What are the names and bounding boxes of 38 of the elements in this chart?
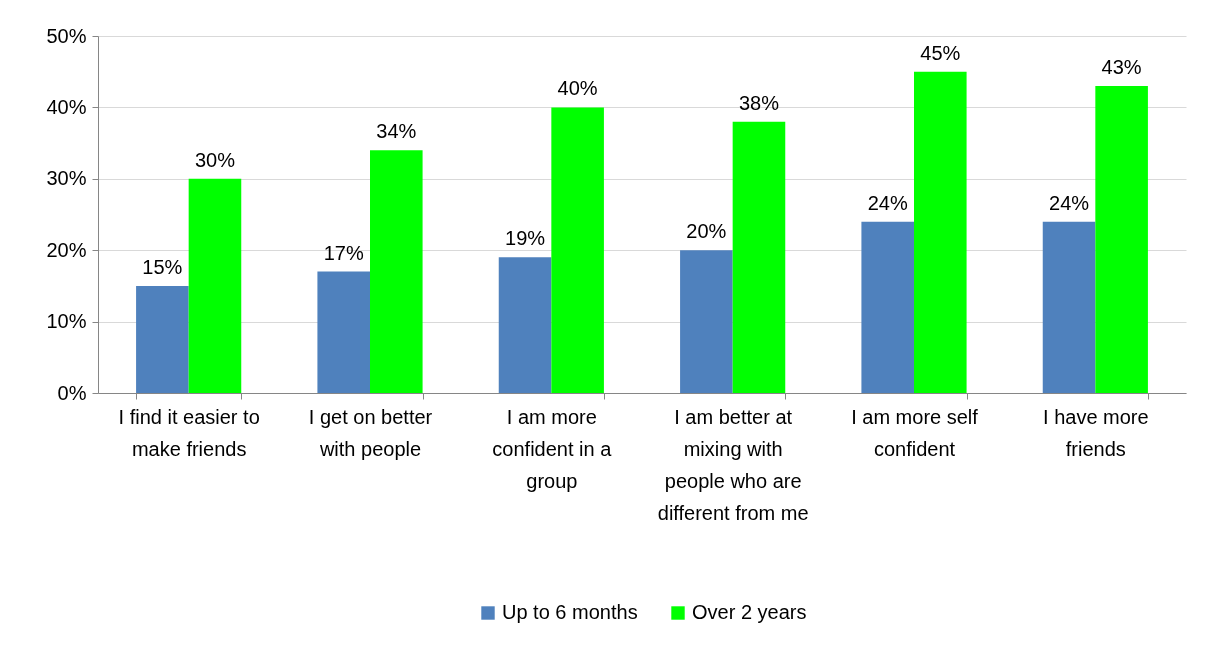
bar	[1095, 85, 1148, 393]
bar	[680, 250, 733, 393]
x-tick-label: I am better at mixing with people who are different from me	[657, 405, 809, 524]
data-label: 20%	[686, 220, 727, 243]
data-label: 15%	[142, 255, 183, 278]
data-label: 38%	[738, 91, 780, 114]
y-tick-label: 20%	[46, 238, 87, 261]
bar	[317, 271, 370, 393]
y-tick-label: 0%	[57, 381, 87, 404]
data-label: 43%	[1101, 55, 1142, 78]
x-tick-label: I am more self confident	[851, 405, 979, 460]
x-tick-label: I have more friends	[1043, 405, 1149, 460]
bar	[370, 150, 423, 393]
x-tick-label: I am more confident in a group	[492, 405, 613, 492]
bar	[1042, 221, 1096, 393]
bar	[914, 71, 967, 393]
x-tick-label: I get on better with people	[308, 405, 433, 460]
x-tick-label: I find it easier to make friends	[118, 405, 260, 460]
y-tick-label: 40%	[46, 95, 87, 118]
data-label: 17%	[323, 241, 364, 264]
data-label: 24%	[1049, 191, 1090, 214]
legend-label: Up to 6 months	[502, 601, 638, 623]
data-label: 30%	[194, 148, 236, 171]
data-label: 40%	[557, 77, 598, 100]
bar	[498, 257, 552, 393]
data-label: 45%	[920, 41, 961, 64]
y-tick-label: 30%	[46, 167, 87, 190]
data-label: 19%	[505, 227, 546, 250]
data-label: 34%	[376, 120, 417, 143]
data-label: 24%	[867, 191, 908, 214]
y-tick-label: 10%	[46, 310, 87, 333]
y-tick-label: 50%	[46, 24, 87, 47]
bar	[551, 107, 604, 393]
bar	[861, 221, 914, 393]
bar	[136, 285, 189, 393]
bar	[188, 178, 242, 393]
legend-label: Over 2 years	[692, 601, 807, 623]
bar	[732, 121, 786, 393]
